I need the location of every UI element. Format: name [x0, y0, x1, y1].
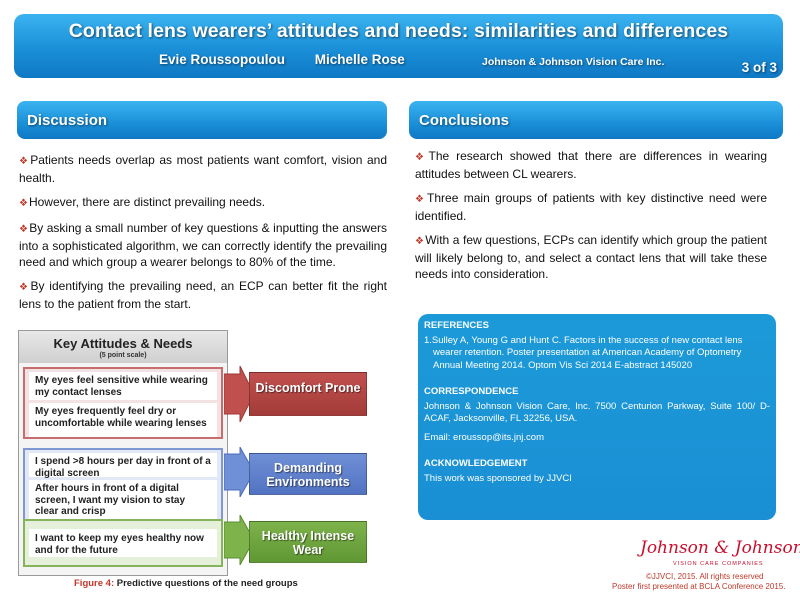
acknowledgement-text: This work was sponsored by JJVCI: [424, 472, 572, 484]
need-label-discomfort: Discomfort Prone: [249, 372, 367, 416]
discussion-header: Discussion: [17, 101, 387, 139]
caption-text: Predictive questions of the need groups: [116, 578, 298, 589]
figure-caption: Figure 4: Predictive questions of the ne…: [74, 578, 298, 589]
figure-subtitle: (5 point scale): [99, 352, 147, 359]
correspondence-heading: CORRESPONDENCE: [424, 386, 519, 397]
acknowledgement-heading: ACKNOWLEDGEMENT: [424, 458, 528, 469]
correspondence-email: Email: eroussop@its.jnj.com: [424, 431, 544, 443]
need-label-healthy: Healthy Intense Wear: [249, 521, 367, 563]
discussion-list: ❖Patients needs overlap as most patients…: [19, 152, 387, 320]
author-name: Michelle Rose: [314, 52, 405, 67]
bullet-diamond-icon: ❖: [19, 282, 30, 293]
attitude-statement: My eyes frequently feel dry or uncomfort…: [29, 403, 217, 437]
attitude-statement: After hours in front of a digital screen…: [29, 480, 217, 522]
bullet-diamond-icon: ❖: [19, 224, 29, 235]
references-panel: REFERENCES 1.Sulley A, Young G and Hunt …: [418, 314, 776, 520]
bullet-diamond-icon: ❖: [19, 156, 30, 167]
copyright-text: ©JJVCI, 2015. All rights reserved: [646, 572, 764, 581]
list-item: ❖The research showed that there are diff…: [415, 149, 767, 181]
attitude-statement: My eyes feel sensitive while wearing my …: [29, 372, 217, 400]
reference-item: 1.Sulley A, Young G and Hunt C. Factors …: [424, 334, 743, 371]
list-item: ❖By asking a small number of key questio…: [19, 221, 387, 269]
references-heading: REFERENCES: [424, 320, 489, 331]
healthy-group: I want to keep my eyes healthy now and f…: [23, 519, 223, 567]
list-item: ❖Patients needs overlap as most patients…: [19, 153, 387, 185]
page-indicator: 3 of 3: [741, 60, 777, 75]
company-logo: Johnson & Johnson: [640, 538, 800, 558]
need-label-demanding: Demanding Environments: [249, 453, 367, 495]
poster-title: Contact lens wearers’ attitudes and need…: [68, 20, 729, 42]
authors: Evie Roussopoulou Michelle Rose: [159, 52, 405, 67]
list-item: ❖However, there are distinct prevailing …: [19, 195, 266, 209]
arrow-right-icon: [224, 447, 254, 497]
logo-subtitle: VISION CARE COMPANIES: [673, 561, 764, 567]
bullet-diamond-icon: ❖: [415, 194, 427, 205]
affiliation: Johnson & Johnson Vision Care Inc.: [482, 56, 665, 68]
bullet-diamond-icon: ❖: [415, 236, 425, 247]
presented-text: Poster first presented at BCLA Conferenc…: [612, 582, 786, 591]
attitude-statement: I spend >8 hours per day in front of a d…: [29, 453, 217, 479]
author-name: Evie Roussopoulou: [159, 52, 286, 67]
conclusions-header: Conclusions: [409, 101, 783, 139]
arrow-right-icon: [224, 366, 254, 422]
section-title: Conclusions: [419, 112, 510, 129]
conclusions-list: ❖The research showed that there are diff…: [415, 148, 767, 290]
correspondence-address: Johnson & Johnson Vision Care, Inc. 7500…: [424, 400, 770, 425]
arrow-right-icon: [224, 515, 254, 565]
figure-title: Key Attitudes & Needs: [53, 336, 193, 351]
bullet-diamond-icon: ❖: [415, 152, 428, 163]
section-title: Discussion: [27, 112, 108, 129]
key-attitudes-figure: Key Attitudes & Needs (5 point scale) My…: [18, 330, 228, 576]
discomfort-group: My eyes feel sensitive while wearing my …: [23, 367, 223, 439]
list-item: ❖With a few questions, ECPs can identify…: [415, 233, 768, 281]
title-banner: Contact lens wearers’ attitudes and need…: [14, 14, 783, 78]
attitude-statement: I want to keep my eyes healthy now and f…: [29, 529, 217, 557]
caption-label: Figure 4:: [74, 578, 115, 589]
figure-header: Key Attitudes & Needs (5 point scale): [19, 331, 227, 363]
list-item: ❖Three main groups of patients with key …: [415, 191, 768, 223]
bullet-diamond-icon: ❖: [19, 198, 28, 209]
list-item: ❖By identifying the prevailing need, an …: [19, 279, 387, 311]
demanding-group: I spend >8 hours per day in front of a d…: [23, 448, 223, 526]
